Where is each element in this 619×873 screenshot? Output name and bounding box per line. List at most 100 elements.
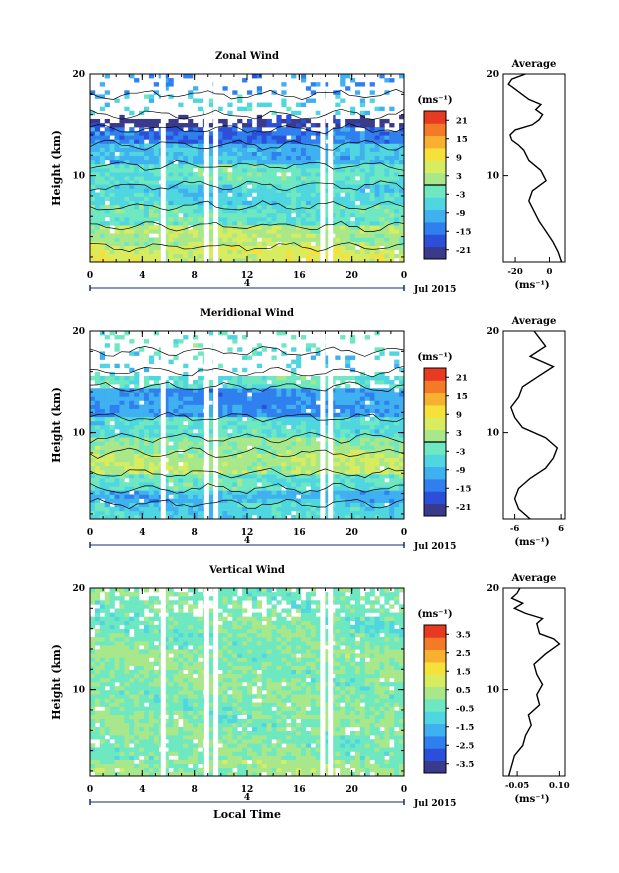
heatmap-cell — [399, 494, 404, 499]
heatmap-cell — [325, 151, 331, 157]
heatmap-cell — [296, 196, 302, 201]
heatmap-cell — [178, 494, 184, 499]
heatmap-cell — [178, 420, 184, 426]
heatmap-cell — [271, 482, 277, 487]
heatmap-cell — [340, 478, 346, 483]
heatmap-cell — [134, 408, 140, 414]
heatmap-cell — [222, 159, 228, 165]
heatmap-cell — [143, 420, 150, 426]
heatmap-cell — [197, 217, 204, 222]
heatmap-cell — [124, 204, 130, 210]
heatmap-cell — [369, 498, 375, 503]
heatmap-cell — [325, 420, 331, 426]
heatmap-cell — [168, 425, 174, 430]
heatmap-cell — [354, 392, 361, 397]
heatmap-cell — [90, 461, 96, 467]
heatmap-cell — [153, 433, 159, 438]
heatmap-cell — [217, 208, 223, 214]
heatmap-cell — [315, 469, 321, 475]
heatmap-cell — [139, 229, 145, 234]
heatmap-cell — [188, 514, 194, 519]
heatmap-cell — [217, 502, 223, 508]
average-x-tick-label: -20 — [507, 267, 522, 277]
heatmap-cell — [315, 429, 321, 434]
heatmap-cell — [217, 188, 223, 193]
heatmap-cell — [207, 204, 213, 210]
heatmap-cell — [99, 502, 106, 508]
heatmap-cell — [310, 486, 316, 491]
heatmap-cell — [296, 506, 302, 512]
heatmap-cell — [173, 486, 179, 491]
heatmap-cell — [129, 118, 135, 124]
heatmap-cell — [242, 257, 248, 262]
heatmap-cell — [261, 461, 267, 467]
heatmap-cell — [143, 118, 150, 124]
heatmap-cell — [261, 408, 267, 414]
heatmap-cell — [305, 347, 312, 352]
heatmap-cell — [261, 188, 267, 193]
heatmap-cell — [315, 433, 321, 438]
heatmap-cell — [99, 143, 106, 148]
heatmap-cell — [222, 437, 228, 442]
heatmap-cell — [129, 155, 135, 161]
heatmap-cell — [310, 163, 316, 169]
heatmap-cell — [183, 416, 189, 422]
heatmap-cell — [296, 445, 302, 450]
heatmap-cell — [178, 163, 184, 169]
heatmap-cell — [291, 143, 297, 148]
heatmap-cell — [359, 392, 366, 397]
heatmap-cell — [394, 445, 400, 450]
heatmap-cell — [168, 502, 174, 508]
heatmap-cell — [183, 445, 189, 450]
heatmap-cell — [286, 225, 292, 230]
heatmap-cell — [114, 465, 120, 471]
heatmap-cell — [350, 416, 356, 422]
heatmap-cell — [237, 208, 243, 214]
heatmap-cell — [232, 253, 238, 259]
heatmap-cell — [129, 449, 135, 454]
heatmap-cell — [305, 135, 312, 140]
heatmap-cell — [207, 510, 213, 516]
contour-line — [90, 483, 404, 494]
heatmap-cell — [168, 465, 174, 471]
heatmap-cell — [247, 257, 253, 262]
heatmap-cell — [178, 441, 184, 446]
heatmap-cell — [394, 392, 400, 397]
heatmap-cell — [217, 180, 223, 185]
heatmap-cell — [104, 441, 110, 446]
heatmap-cell — [374, 506, 380, 512]
heatmap-cell — [281, 180, 287, 185]
heatmap-cell — [114, 257, 120, 262]
heatmap-cell — [374, 257, 380, 262]
heatmap-cell — [379, 257, 385, 262]
heatmap-cell — [394, 159, 400, 165]
heatmap-cell — [394, 490, 400, 495]
heatmap-cell — [163, 127, 169, 132]
heatmap-cell — [232, 494, 238, 499]
heatmap-cell — [340, 168, 346, 173]
heatmap-cell — [188, 510, 194, 516]
heatmap-cell — [296, 359, 302, 364]
heatmap-cell — [354, 241, 361, 246]
heatmap-cell — [300, 404, 307, 409]
heatmap-cell — [261, 168, 267, 173]
heatmap-cell — [271, 490, 277, 495]
heatmap-cell — [384, 506, 390, 512]
heatmap-cell — [369, 225, 375, 230]
heatmap-cell — [359, 506, 366, 512]
heatmap-cell — [266, 441, 272, 446]
heatmap-cell — [345, 233, 351, 238]
heatmap-cell — [143, 237, 150, 242]
heatmap-cell — [163, 123, 169, 128]
heatmap-cell — [188, 461, 194, 467]
heatmap-cell — [178, 465, 184, 471]
heatmap-cell — [193, 461, 199, 467]
heatmap-cell — [345, 392, 351, 397]
heatmap-cell — [266, 384, 272, 389]
heatmap-cell — [129, 168, 135, 173]
heatmap-cell — [364, 490, 370, 495]
heatmap-cell — [227, 482, 233, 487]
heatmap-cell — [325, 408, 331, 414]
heatmap-cell — [374, 457, 380, 463]
heatmap-cell — [335, 180, 341, 185]
